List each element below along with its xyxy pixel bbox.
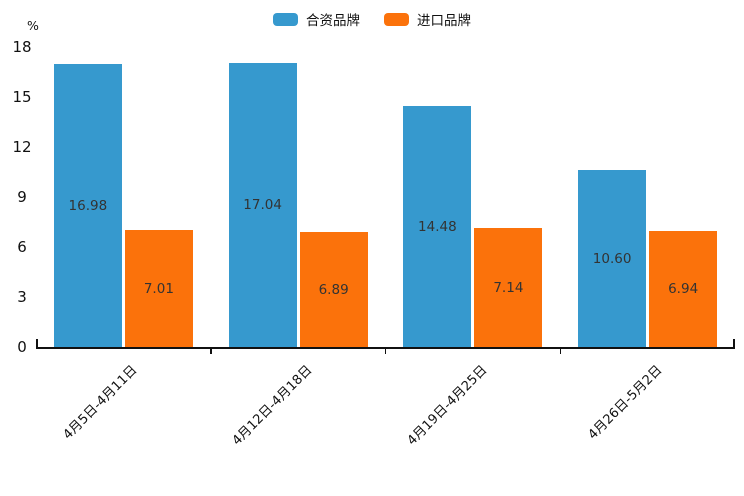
bar-series2: 6.94 (649, 231, 718, 347)
bar-series2: 7.01 (124, 230, 193, 347)
legend-swatch-series1 (273, 12, 298, 26)
x-axis-category-label: 4月12日-4月18日 (229, 362, 316, 449)
legend-label-series2: 进口品牌 (417, 13, 471, 29)
x-axis-endcap (733, 339, 735, 349)
bar-value-label: 14.48 (418, 218, 457, 235)
legend-label-series1: 合资品牌 (306, 13, 360, 29)
y-axis-unit-label: % (27, 18, 39, 33)
bar-series2: 7.14 (474, 228, 543, 347)
x-axis-endcap (36, 339, 38, 349)
bar-series1: 14.48 (403, 106, 472, 347)
bar-value-label: 7.14 (493, 279, 524, 296)
x-axis-tick (559, 347, 561, 354)
x-axis-category-label: 4月26日-5月2日 (585, 362, 666, 443)
bar-value-label: 16.98 (68, 197, 108, 214)
bar-value-label: 6.89 (318, 281, 349, 298)
y-tick-label: 18 (12, 37, 32, 56)
legend-item-series1: 合资品牌 (273, 9, 360, 29)
y-tick-label: 15 (12, 87, 32, 106)
x-axis-tick (210, 347, 212, 354)
y-tick-label: 6 (17, 237, 27, 256)
bar-series1: 16.98 (53, 64, 122, 347)
legend-swatch-series2 (384, 12, 409, 26)
y-axis: 0 3 6 9 12 15 18 (0, 0, 60, 496)
plot-area: 16.98 7.01 4月5日-4月11日 17.04 6.89 4月12日-4月18日 1… (36, 47, 735, 449)
y-tick-label: 12 (12, 137, 32, 156)
legend-item-series2: 进口品牌 (384, 9, 471, 29)
x-axis-category-label: 4月19日-4月25日 (404, 362, 491, 449)
bar-series1: 10.60 (578, 170, 647, 347)
bar-series2: 6.89 (299, 232, 368, 347)
y-tick-label: 3 (17, 287, 27, 306)
bar-value-label: 10.60 (592, 250, 632, 267)
x-axis-tick (384, 347, 387, 354)
bar-value-label: 6.94 (668, 281, 699, 297)
legend: 合资品牌 进口品牌 (0, 9, 744, 29)
bar-value-label: 7.01 (143, 280, 174, 297)
bar-series1: 17.04 (228, 63, 297, 347)
y-tick-label: 9 (17, 187, 27, 206)
bar-value-label: 17.04 (243, 197, 282, 213)
y-tick-label: 0 (17, 337, 27, 356)
